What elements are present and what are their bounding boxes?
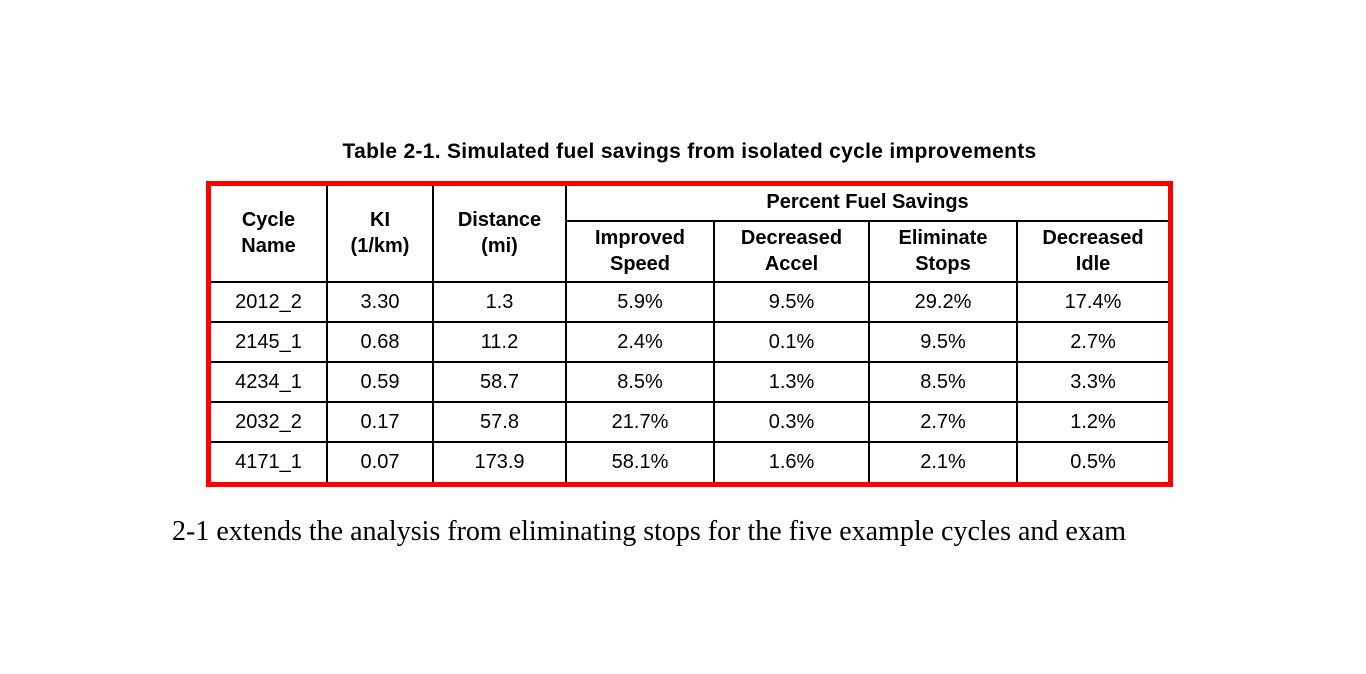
cell-cycle-name: 4171_1 [211, 441, 328, 482]
cell-ki: 0.17 [326, 401, 434, 443]
cell-cycle-name: 2032_2 [211, 401, 328, 443]
cell-decreased-idle: 3.3% [1015, 361, 1169, 403]
cell-eliminate-stops: 8.5% [868, 361, 1018, 403]
table-row: 4234_1 0.59 58.7 8.5% 1.3% 8.5% 3.3% [211, 361, 1169, 403]
column-header-decreased-accel: Decreased Accel [713, 220, 870, 283]
cell-improved-speed: 2.4% [565, 321, 715, 363]
cell-distance: 1.3 [432, 281, 567, 323]
cell-decreased-accel: 1.3% [713, 361, 870, 403]
header-row-span: Cycle Name KI (1/km) Distance (mi) Perce… [211, 186, 1169, 283]
cell-improved-speed: 58.1% [565, 441, 715, 482]
fuel-savings-table-frame: Cycle Name KI (1/km) Distance (mi) Perce… [206, 181, 1174, 487]
table-row: 2145_1 0.68 11.2 2.4% 0.1% 9.5% 2.7% [211, 321, 1169, 363]
cell-decreased-idle: 1.2% [1015, 401, 1169, 443]
cell-decreased-idle: 2.7% [1015, 321, 1169, 363]
cell-cycle-name: 2145_1 [211, 321, 328, 363]
column-header-distance: Distance (mi) [432, 186, 567, 283]
column-header-decreased-idle: Decreased Idle [1015, 220, 1169, 283]
header-row-sub: Improved Speed Decreased Accel Eliminate… [211, 220, 1169, 283]
cell-decreased-idle: 17.4% [1015, 281, 1169, 323]
cell-cycle-name: 4234_1 [211, 361, 328, 403]
column-header-eliminate-stops: Eliminate Stops [868, 220, 1018, 283]
cell-cycle-name: 2012_2 [211, 281, 328, 323]
cell-ki: 0.68 [326, 321, 434, 363]
cell-distance: 58.7 [432, 361, 567, 403]
cell-decreased-accel: 0.3% [713, 401, 870, 443]
column-header-cycle-name: Cycle Name [211, 186, 328, 283]
cell-decreased-accel: 9.5% [713, 281, 870, 323]
table-row: 4171_1 0.07 173.9 58.1% 1.6% 2.1% 0.5% [211, 441, 1169, 482]
cell-ki: 0.59 [326, 361, 434, 403]
cell-eliminate-stops: 29.2% [868, 281, 1018, 323]
column-header-percent-fuel-savings: Percent Fuel Savings [564, 186, 1169, 222]
table-row: 2032_2 0.17 57.8 21.7% 0.3% 2.7% 1.2% [211, 401, 1169, 443]
body-paragraph: 2-1 extends the analysis from eliminatin… [172, 516, 1127, 547]
cell-eliminate-stops: 9.5% [868, 321, 1018, 363]
table-caption: Table 2-1. Simulated fuel savings from i… [342, 140, 1037, 163]
cell-improved-speed: 8.5% [565, 361, 715, 403]
cell-distance: 57.8 [432, 401, 567, 443]
cell-distance: 173.9 [432, 441, 567, 482]
column-header-improved-speed: Improved Speed [566, 220, 715, 283]
cell-decreased-idle: 0.5% [1015, 441, 1169, 482]
cell-eliminate-stops: 2.7% [868, 401, 1018, 443]
column-header-ki: KI (1/km) [326, 186, 434, 283]
fuel-savings-table: Cycle Name KI (1/km) Distance (mi) Perce… [211, 186, 1169, 482]
cell-eliminate-stops: 2.1% [868, 441, 1018, 482]
cell-decreased-accel: 1.6% [713, 441, 870, 482]
cell-ki: 0.07 [326, 441, 434, 482]
cell-improved-speed: 21.7% [565, 401, 715, 443]
table-row: 2012_2 3.30 1.3 5.9% 9.5% 29.2% 17.4% [211, 281, 1169, 323]
cell-ki: 3.30 [326, 281, 434, 323]
cell-decreased-accel: 0.1% [713, 321, 870, 363]
cell-improved-speed: 5.9% [565, 281, 715, 323]
cell-distance: 11.2 [432, 321, 567, 363]
